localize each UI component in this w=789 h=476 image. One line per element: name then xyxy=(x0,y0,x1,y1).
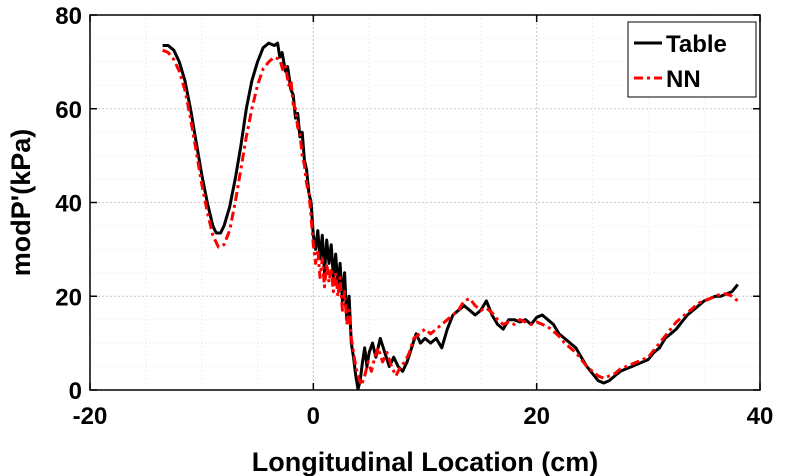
legend-label-nn: NN xyxy=(666,66,701,93)
x-tick-label: 40 xyxy=(747,403,774,430)
legend-label-table: Table xyxy=(666,31,727,58)
y-tick-label: 40 xyxy=(55,191,82,218)
series-lines xyxy=(162,41,739,391)
series-line-nn xyxy=(162,48,739,387)
legend: Table NN xyxy=(627,21,757,98)
legend-box xyxy=(627,21,757,98)
y-tick-label: 0 xyxy=(69,378,82,405)
x-axis-title: Longitudinal Location (cm) xyxy=(252,447,598,476)
x-tick-label: 20 xyxy=(523,403,550,430)
y-tick-label: 80 xyxy=(55,3,82,30)
x-tick-label: -20 xyxy=(73,403,108,430)
series-line-table xyxy=(162,41,739,391)
x-tick-label: 0 xyxy=(307,403,320,430)
y-tick-label: 60 xyxy=(55,97,82,124)
y-tick-label: 20 xyxy=(55,284,82,311)
y-axis-title: modP'(kPa) xyxy=(6,129,36,276)
